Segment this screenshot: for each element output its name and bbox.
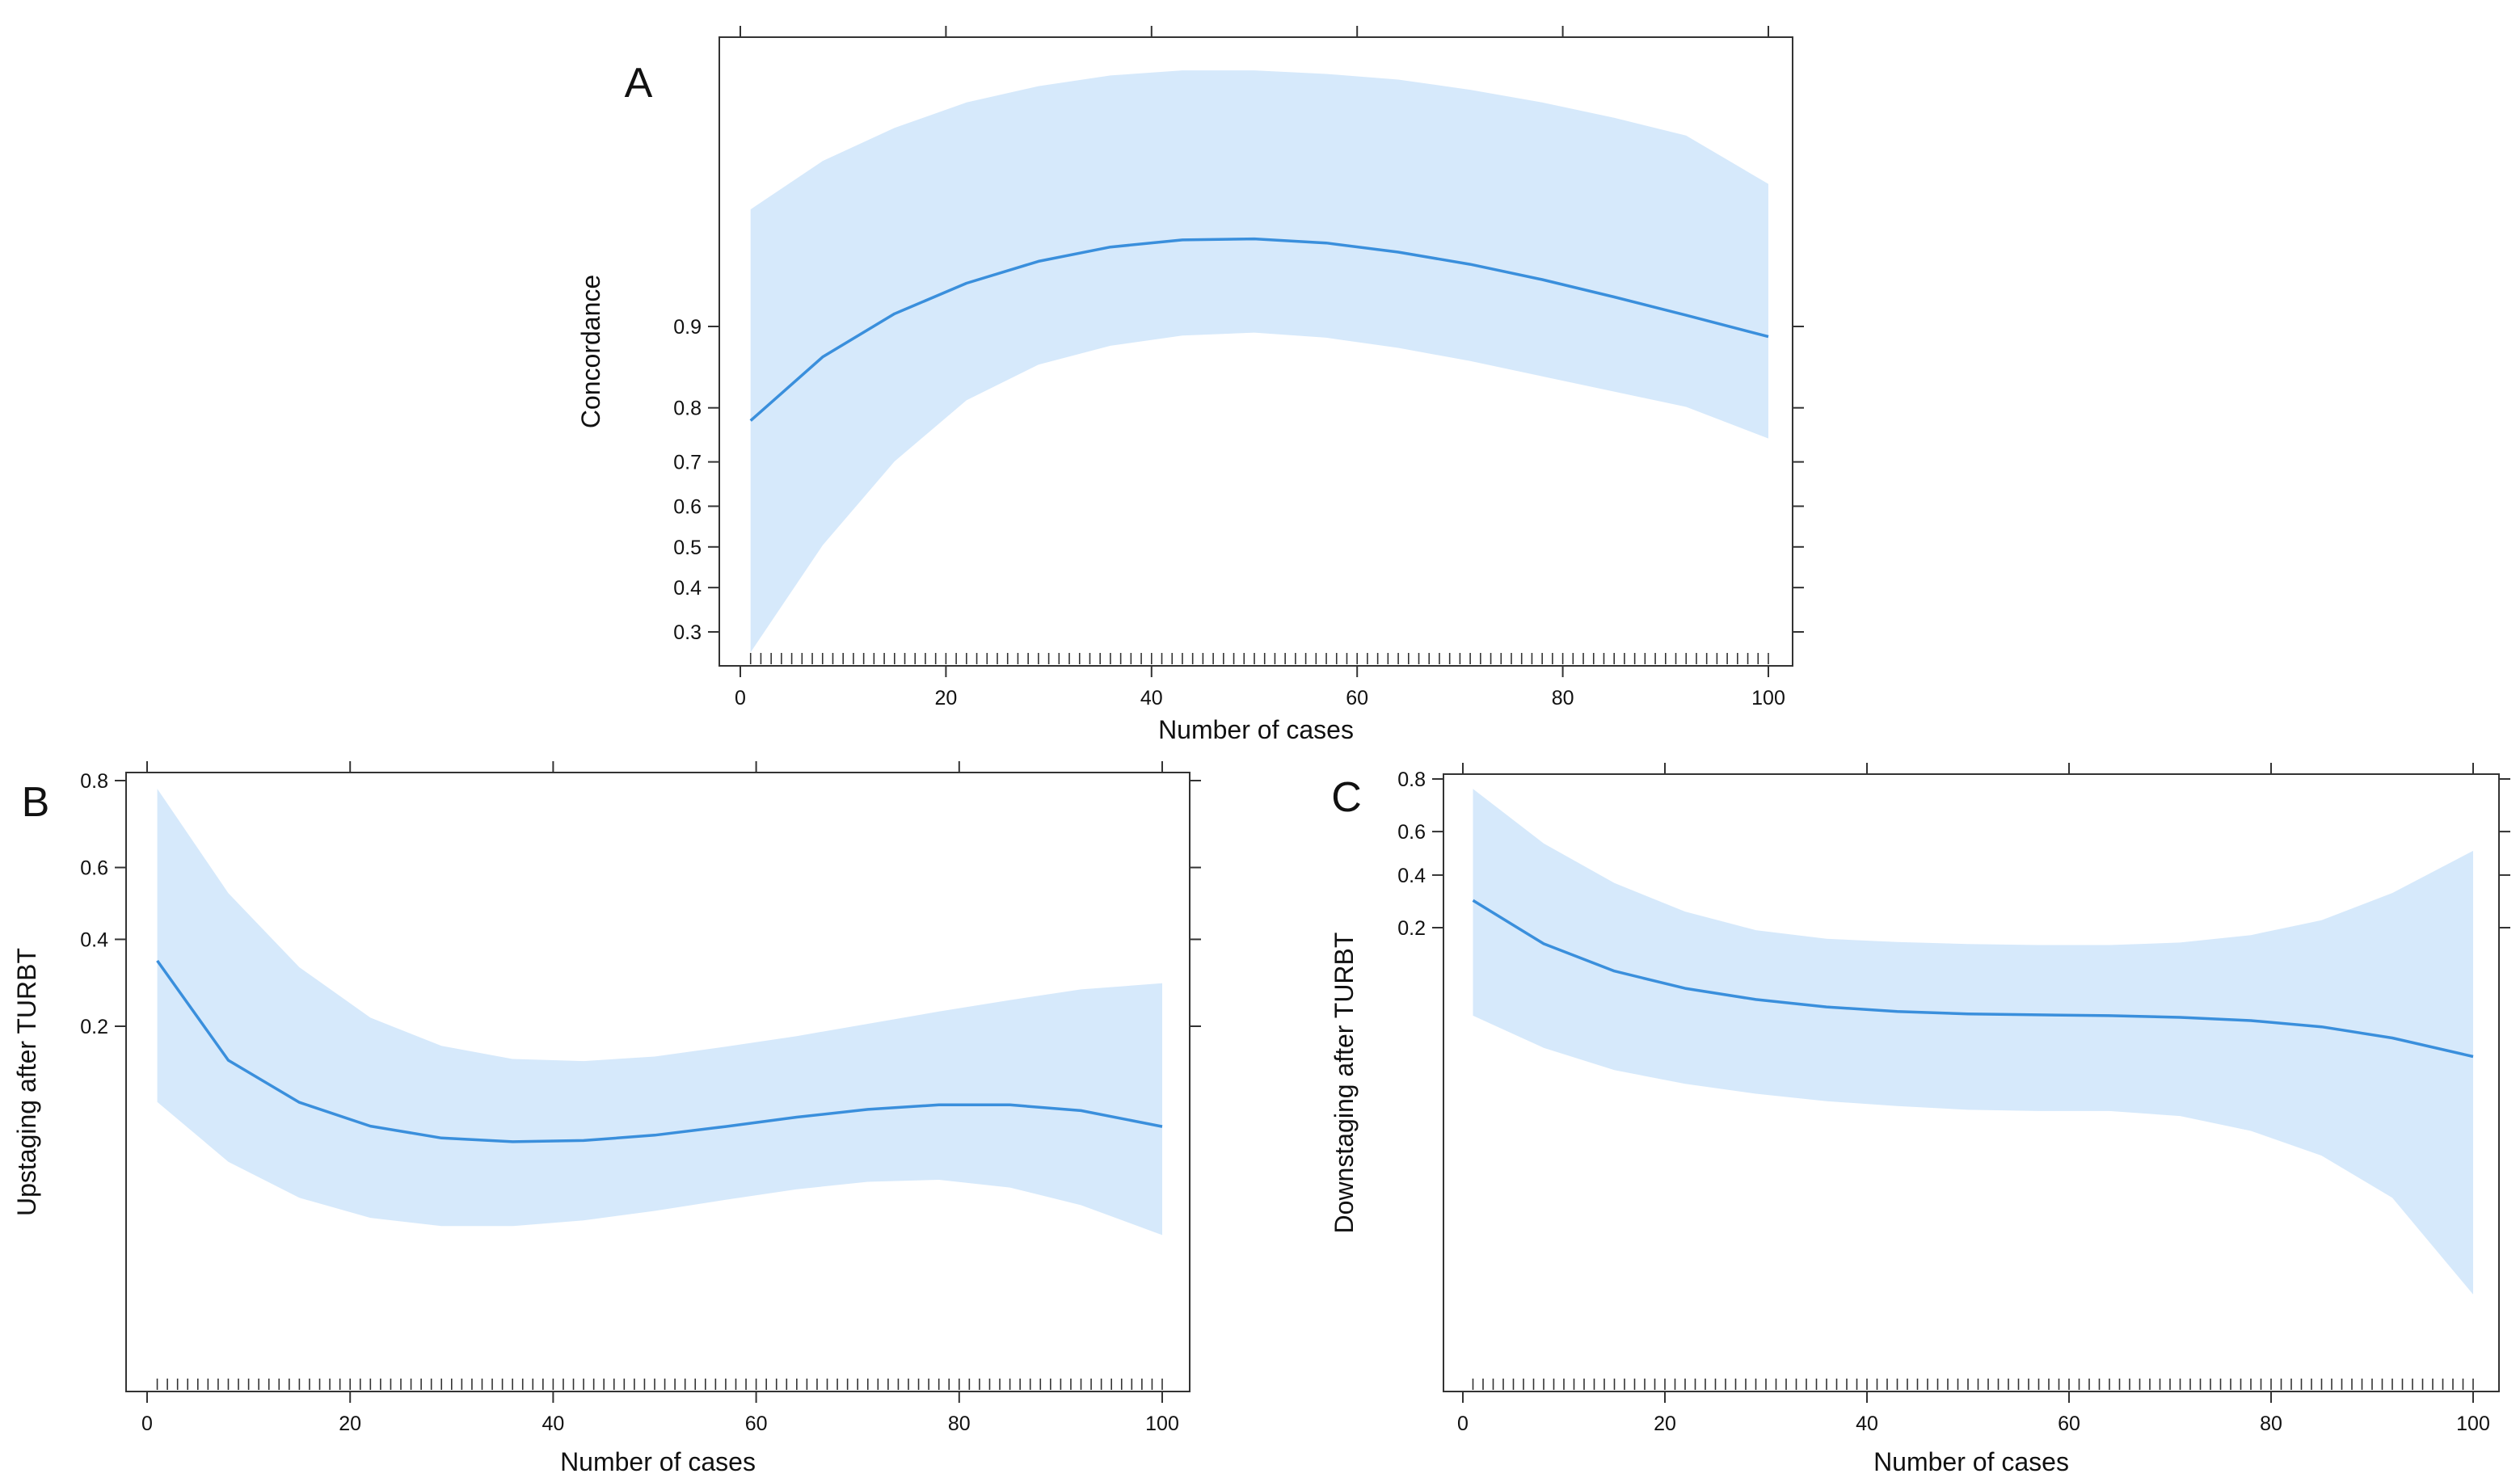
plot-frame (1443, 773, 2500, 1392)
panel-letter: A (625, 60, 653, 107)
y-tick-label: 0.6 (673, 495, 702, 518)
y-axis-title: Downstaging after TURBT (1330, 933, 1359, 1234)
y-tick-label: 0.4 (673, 577, 702, 600)
x-tick-label: 0 (141, 1413, 153, 1435)
y-tick-label: 0.9 (673, 316, 702, 339)
x-tick-label: 20 (934, 687, 957, 709)
panel-a: 0 20 40 60 80 100 0.3 0.4 0.5 0.6 0.7 0.8 0.9 Number … (576, 26, 1804, 744)
y-tick-label: 0.2 (1397, 917, 1426, 940)
confidence-band (1473, 789, 2473, 1295)
fitted-line (749, 237, 1769, 422)
x-tick-label: 0 (735, 687, 746, 709)
y-tick-label: 0.4 (1397, 865, 1426, 887)
confidence-band (750, 70, 1769, 653)
y-tick-label: 0.8 (673, 398, 702, 420)
y-tick-label: 0.7 (673, 452, 702, 474)
x-axis: 0 20 40 60 80 100 (735, 26, 1785, 709)
x-axis: 0 20 40 60 80 100 (1457, 763, 2490, 1435)
panel-b: 0 20 40 60 80 100 0.2 0.4 0.6 0.8 Number of cases U… (12, 761, 1201, 1476)
fitted-line (1472, 899, 2474, 1059)
plot-area (1472, 789, 2474, 1295)
y-tick-label: 0.8 (80, 770, 108, 793)
x-tick-label: 60 (2058, 1413, 2080, 1435)
x-tick-label: 80 (948, 1413, 971, 1435)
plot-area (749, 70, 1769, 653)
x-tick-label: 20 (1654, 1413, 1676, 1435)
y-axis: 0.2 0.4 0.6 0.8 (1397, 768, 2510, 940)
rug (749, 653, 1769, 664)
x-tick-label: 40 (1856, 1413, 1878, 1435)
x-tick-label: 60 (745, 1413, 768, 1435)
x-tick-label: 60 (1346, 687, 1368, 709)
x-axis-title: Number of cases (1158, 715, 1354, 744)
x-axis-title: Number of cases (1873, 1447, 2069, 1476)
y-tick-label: 0.3 (673, 621, 702, 644)
y-axis-title: Concordance (576, 275, 605, 428)
panel-letter: B (22, 779, 50, 826)
fitted-line (156, 959, 1163, 1143)
x-tick-label: 100 (1145, 1413, 1179, 1435)
y-tick-label: 0.2 (80, 1016, 108, 1038)
plot-frame (718, 36, 1793, 667)
y-tick-label: 0.8 (1397, 768, 1426, 791)
plot-area (156, 789, 1163, 1236)
rug (156, 1379, 1163, 1390)
y-axis: 0.3 0.4 0.5 0.6 0.7 0.8 0.9 (673, 316, 1804, 644)
x-tick-label: 80 (1552, 687, 1574, 709)
x-tick-label: 40 (1140, 687, 1163, 709)
x-tick-label: 0 (1457, 1413, 1469, 1435)
x-tick-label: 80 (2260, 1413, 2282, 1435)
confidence-band (157, 789, 1163, 1236)
y-tick-label: 0.4 (80, 928, 108, 951)
x-axis-title: Number of cases (560, 1447, 756, 1476)
y-axis-title: Upstaging after TURBT (12, 948, 41, 1216)
x-axis: 0 20 40 60 80 100 (141, 761, 1179, 1435)
x-tick-label: 40 (542, 1413, 564, 1435)
y-tick-label: 0.6 (80, 857, 108, 880)
panel-c: 0 20 40 60 80 100 0.2 0.4 0.6 0.8 Number of cases D… (1330, 763, 2510, 1476)
x-tick-label: 100 (1751, 687, 1785, 709)
y-tick-label: 0.5 (673, 537, 702, 559)
plot-frame (125, 772, 1190, 1392)
panel-letter: C (1331, 774, 1362, 821)
x-tick-label: 20 (339, 1413, 361, 1435)
y-axis: 0.2 0.4 0.6 0.8 (80, 770, 1201, 1038)
y-tick-label: 0.6 (1397, 821, 1426, 844)
rug (1472, 1379, 2474, 1390)
x-tick-label: 100 (2456, 1413, 2490, 1435)
